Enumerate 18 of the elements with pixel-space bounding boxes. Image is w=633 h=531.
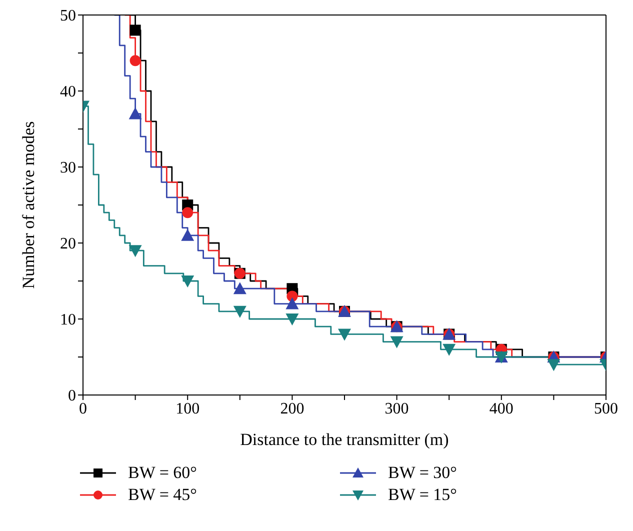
legend-label: BW = 45°	[128, 485, 197, 505]
legend-label: BW = 15°	[388, 485, 457, 505]
x-tick-label: 400	[489, 400, 514, 418]
y-tick-label: 10	[60, 312, 76, 329]
x-tick-label: 300	[384, 400, 409, 418]
y-axis-title: Number of active modes	[19, 121, 38, 289]
legend-label: BW = 30°	[388, 463, 457, 483]
x-tick-label: 500	[594, 400, 618, 418]
y-tick-label: 20	[60, 236, 76, 253]
x-tick-label: 100	[176, 400, 200, 418]
y-tick-label: 50	[60, 8, 76, 25]
y-tick-label: 40	[60, 84, 76, 101]
x-tick-label: 200	[280, 400, 304, 418]
legend-label: BW = 60°	[128, 463, 197, 483]
y-tick-label: 30	[60, 160, 76, 177]
x-axis-title: Distance to the transmitter (m)	[240, 430, 449, 449]
x-tick-label: 0	[79, 400, 87, 418]
y-tick-label: 0	[68, 388, 76, 405]
